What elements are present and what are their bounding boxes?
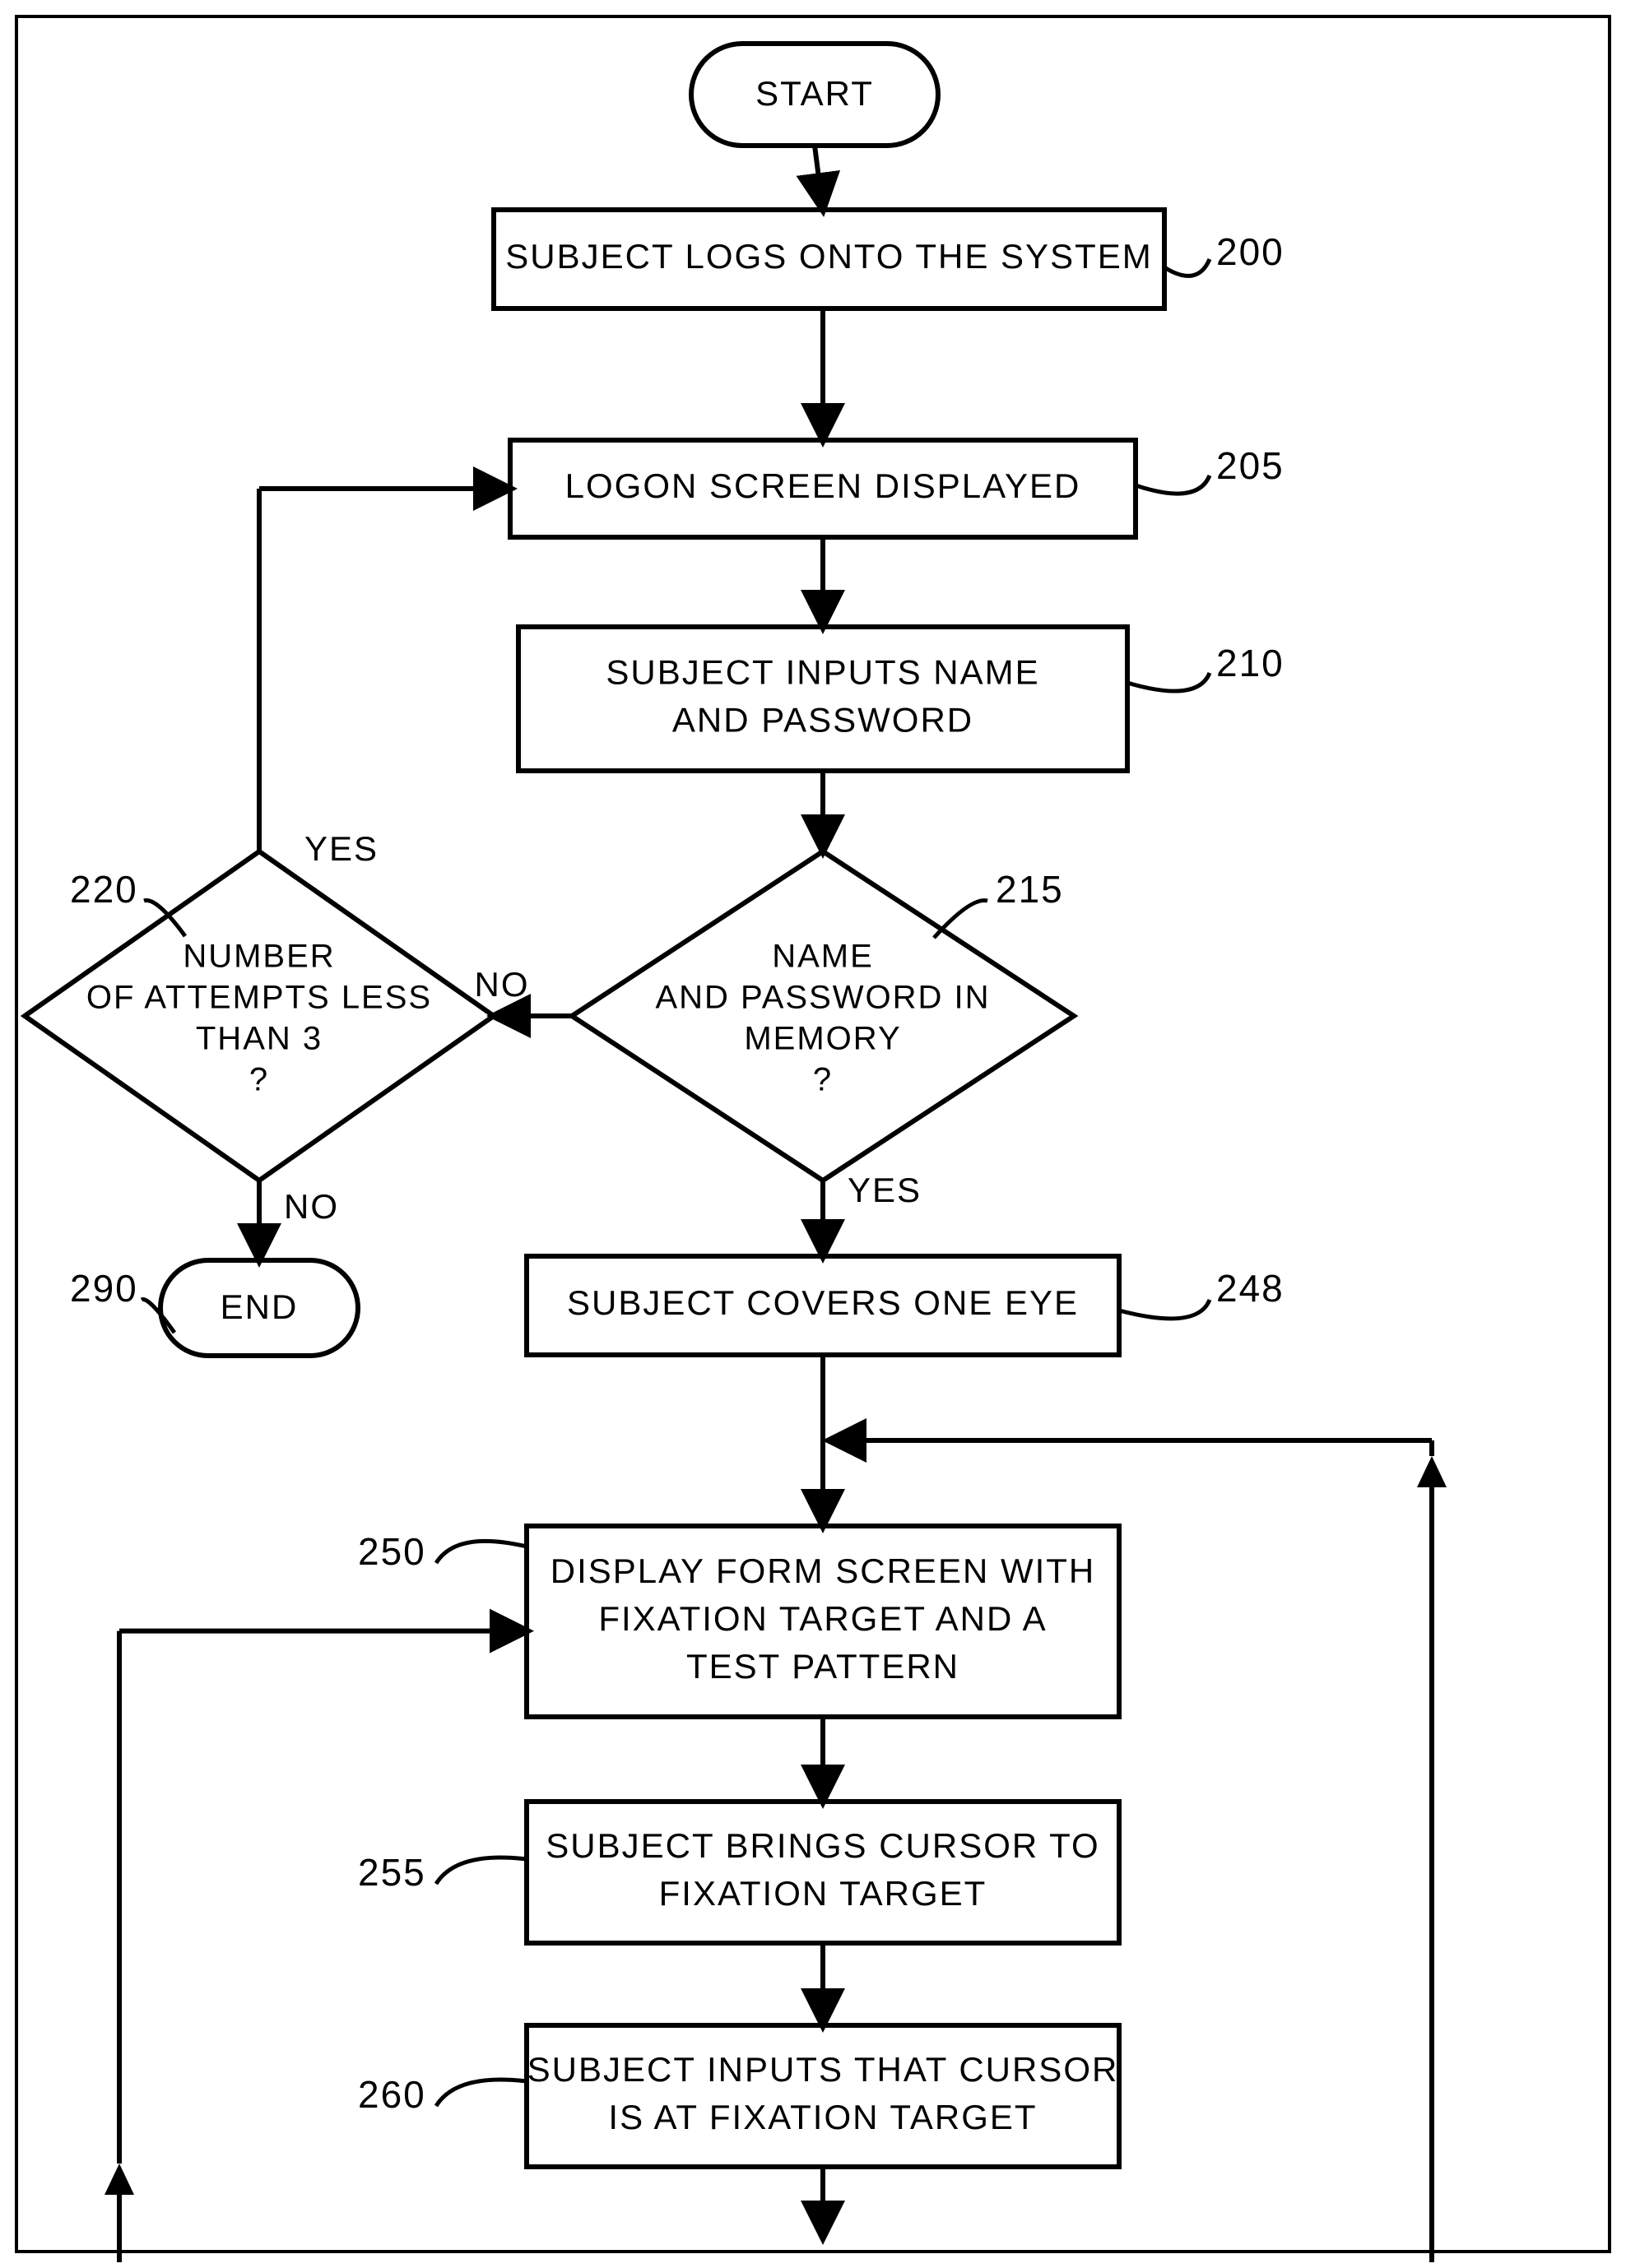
svg-text:SUBJECT INPUTS NAME: SUBJECT INPUTS NAME: [606, 653, 1039, 692]
svg-text:FIXATION TARGET AND A: FIXATION TARGET AND A: [598, 1599, 1047, 1638]
process-b255: [527, 1802, 1119, 1943]
svg-text:260: 260: [358, 2073, 426, 2116]
svg-text:250: 250: [358, 1530, 426, 1573]
svg-text:DISPLAY FORM SCREEN WITH: DISPLAY FORM SCREEN WITH: [551, 1551, 1096, 1590]
svg-text:210: 210: [1216, 642, 1285, 684]
svg-text:?: ?: [813, 1062, 833, 1098]
process-b260: [527, 2025, 1119, 2167]
svg-text:END: END: [221, 1287, 299, 1326]
svg-text:255: 255: [358, 1851, 426, 1894]
svg-text:205: 205: [1216, 444, 1285, 487]
svg-text:IS AT FIXATION TARGET: IS AT FIXATION TARGET: [608, 2098, 1037, 2136]
svg-text:220: 220: [70, 868, 138, 911]
svg-text:YES: YES: [848, 1171, 922, 1209]
svg-text:?: ?: [249, 1062, 269, 1098]
svg-text:SUBJECT INPUTS THAT CURSOR: SUBJECT INPUTS THAT CURSOR: [527, 2050, 1119, 2089]
svg-text:FIXATION TARGET: FIXATION TARGET: [659, 1874, 987, 1913]
svg-text:SUBJECT COVERS ONE EYE: SUBJECT COVERS ONE EYE: [567, 1283, 1079, 1322]
svg-text:200: 200: [1216, 230, 1285, 273]
svg-text:215: 215: [996, 868, 1064, 911]
svg-text:THAN 3: THAN 3: [196, 1021, 323, 1057]
svg-text:START: START: [755, 74, 874, 113]
svg-text:SUBJECT LOGS ONTO THE SYSTEM: SUBJECT LOGS ONTO THE SYSTEM: [505, 237, 1153, 276]
flowchart: START END SUBJECT LOGS ONTO THE SYSTEM LOGO…: [0, 0, 1626, 2268]
svg-text:290: 290: [70, 1267, 138, 1310]
svg-text:OF ATTEMPTS LESS: OF ATTEMPTS LESS: [86, 980, 432, 1016]
svg-text:248: 248: [1216, 1267, 1285, 1310]
svg-text:YES: YES: [304, 829, 379, 868]
svg-text:NO: NO: [284, 1187, 339, 1226]
svg-text:MEMORY: MEMORY: [744, 1021, 901, 1057]
svg-text:NUMBER: NUMBER: [183, 939, 335, 975]
svg-text:NO: NO: [475, 965, 530, 1004]
svg-text:NAME: NAME: [772, 939, 874, 975]
svg-text:AND PASSWORD: AND PASSWORD: [672, 701, 973, 740]
svg-text:SUBJECT BRINGS CURSOR TO: SUBJECT BRINGS CURSOR TO: [546, 1826, 1099, 1865]
process-b210: [518, 627, 1127, 771]
svg-text:LOGON SCREEN DISPLAYED: LOGON SCREEN DISPLAYED: [565, 466, 1081, 505]
svg-text:AND PASSWORD IN: AND PASSWORD IN: [655, 980, 990, 1016]
svg-text:TEST PATTERN: TEST PATTERN: [686, 1647, 959, 1686]
